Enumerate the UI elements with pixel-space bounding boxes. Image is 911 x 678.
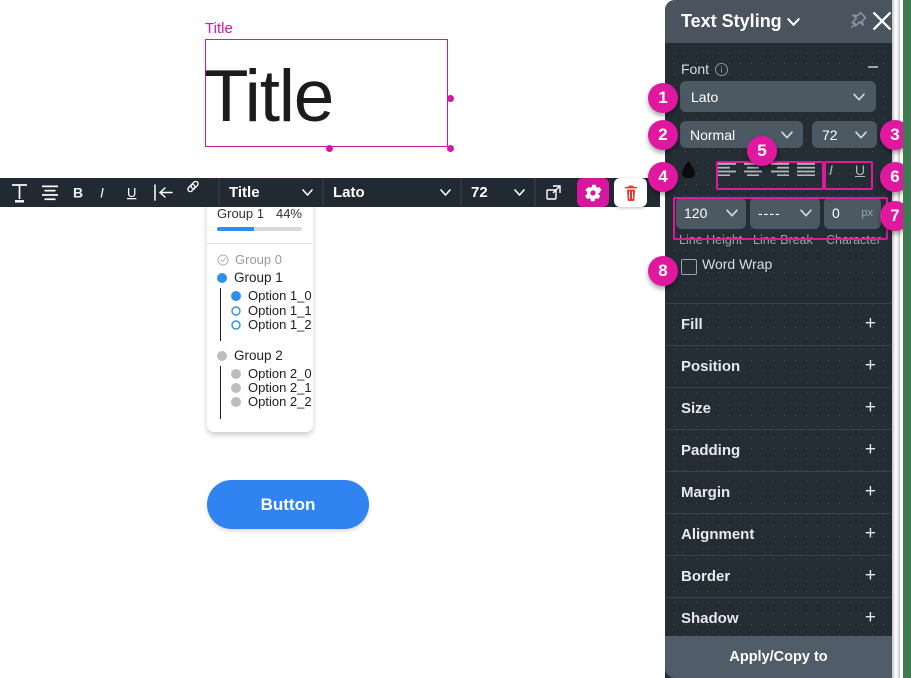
- svg-text:U: U: [127, 185, 136, 200]
- svg-text:B: B: [73, 185, 83, 201]
- svg-text:I: I: [100, 185, 104, 201]
